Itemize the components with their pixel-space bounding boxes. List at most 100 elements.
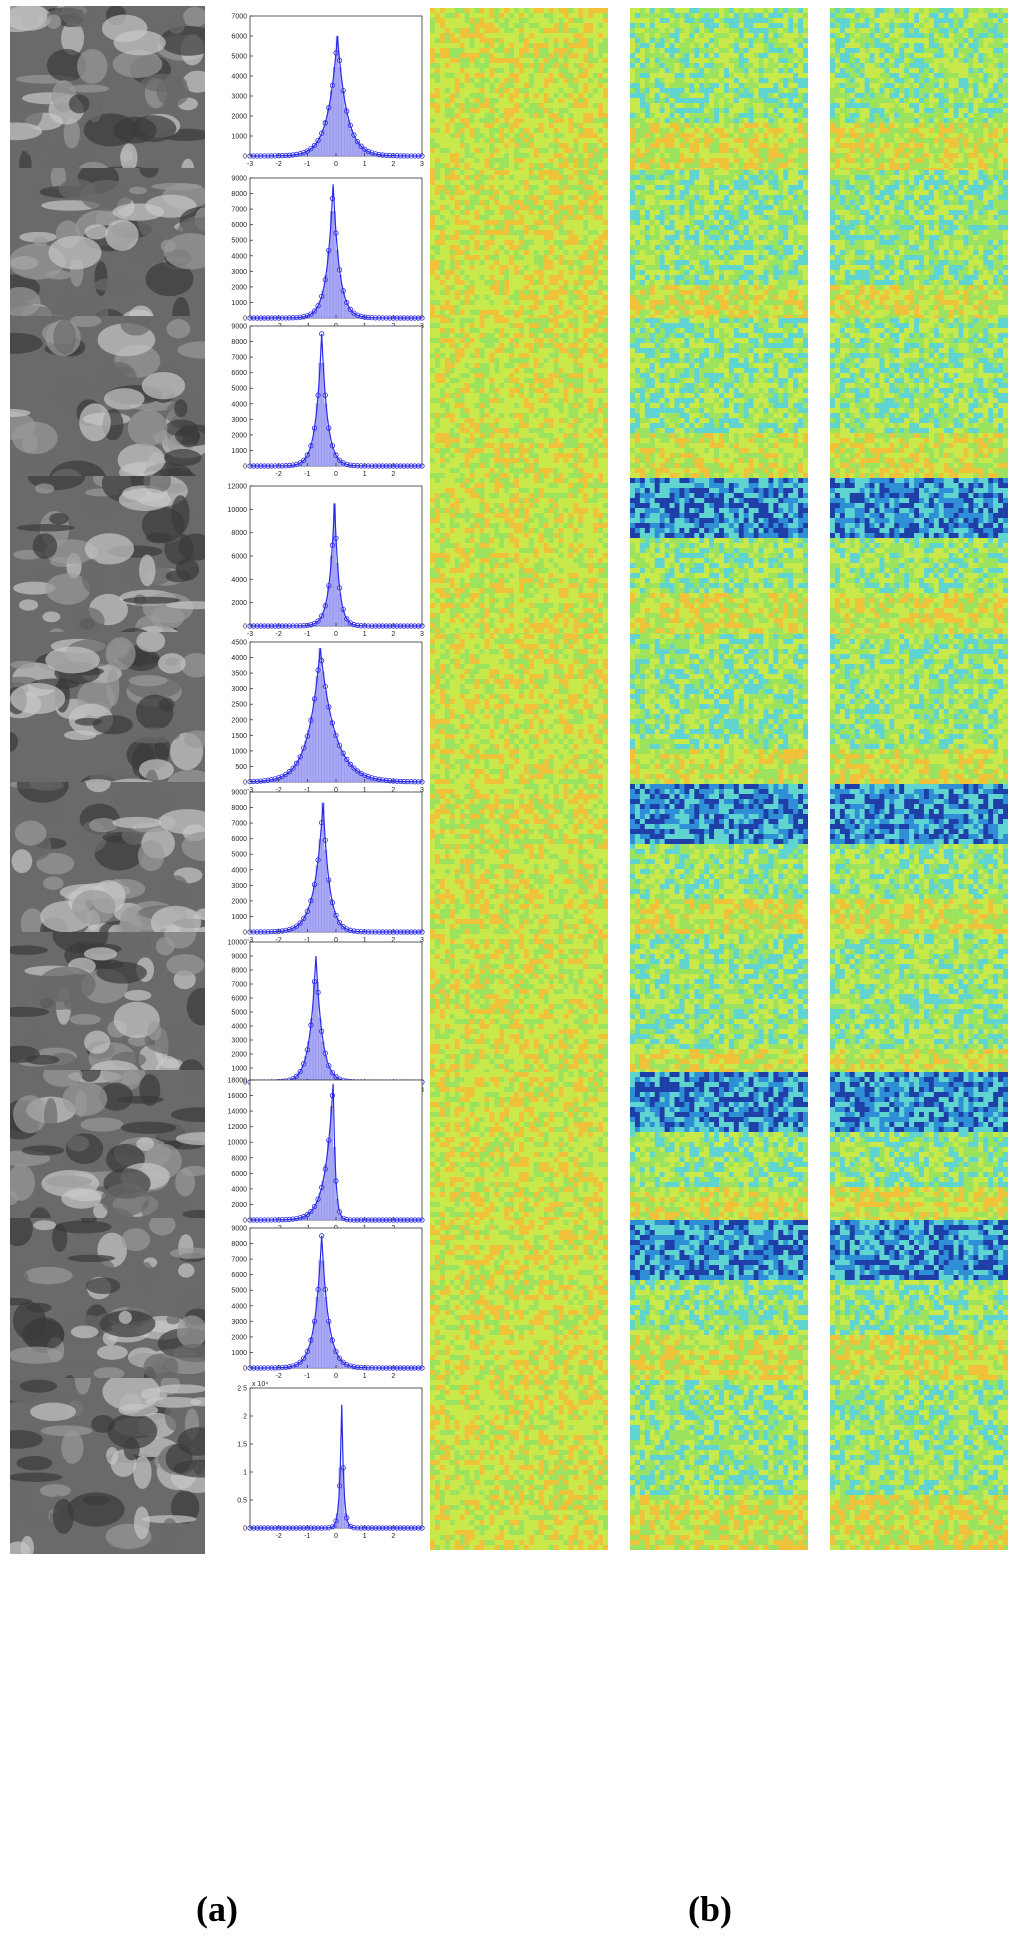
curve-marker (387, 1217, 393, 1223)
figure-row: -2 -1 0 1 2 0 0.5 1 1.5 2 2.5 x 10⁴ (0, 1374, 1024, 1558)
y-tick-label: 4000 (231, 577, 247, 584)
curve-marker (322, 837, 328, 843)
curve-marker (419, 463, 425, 469)
y-tick-label: 5000 (231, 386, 247, 393)
curve-marker (376, 463, 382, 469)
y-tick-label: 1500 (231, 733, 247, 740)
curve-marker (268, 777, 275, 783)
curve-marker (379, 1525, 386, 1531)
curve-marker (279, 463, 285, 469)
curve-marker (279, 623, 285, 629)
curve-marker (340, 288, 346, 294)
curve-marker (412, 1525, 418, 1531)
y-tick-label: 0 (243, 1218, 247, 1225)
curve-marker (379, 777, 386, 783)
y-tick-label: 5000 (231, 1010, 247, 1017)
x-tick-label: 0 (334, 1533, 338, 1540)
y-tick-label: 12000 (228, 484, 248, 491)
curve-marker (383, 1525, 389, 1531)
y-tick-label: 14000 (228, 1109, 248, 1116)
curve-marker (293, 1073, 300, 1079)
y-tick-label: 9000 (231, 1226, 247, 1233)
curve-marker (347, 462, 353, 468)
curve-marker (397, 778, 404, 784)
y-tick-label: 4000 (231, 655, 247, 662)
curve-marker (258, 623, 264, 629)
curve-marker (301, 1061, 307, 1067)
x-tick-label: 3 (420, 161, 424, 168)
curve-marker (397, 623, 404, 629)
curve-marker (286, 152, 293, 158)
x-tick-label: 0 (334, 161, 338, 168)
y-tick-label: 0 (243, 154, 247, 161)
y-tick-label: 8000 (231, 1155, 247, 1162)
x-tick-label: 2 (391, 631, 395, 638)
grayscale-scene-image (10, 316, 205, 492)
x-tick-label: 1 (363, 1373, 367, 1380)
y-tick-label: 1000 (231, 448, 247, 455)
y-tick-label: 7000 (231, 207, 247, 214)
y-tick-label: 6000 (231, 34, 247, 41)
y-tick-label: 7000 (231, 1257, 247, 1264)
curve-marker (379, 315, 386, 321)
histogram-bar (341, 90, 345, 157)
curve-marker (405, 1217, 411, 1223)
curve-marker (369, 315, 375, 321)
curve-marker (358, 1217, 364, 1223)
curve-marker (283, 771, 289, 777)
curve-marker (283, 152, 289, 159)
curve-marker (261, 1217, 267, 1223)
curve-marker (297, 920, 303, 926)
curve-marker (333, 1178, 339, 1184)
curve-marker (311, 1318, 318, 1324)
curve-marker (272, 1525, 278, 1531)
curve-marker (279, 1217, 285, 1223)
curve-marker (333, 230, 339, 236)
curve-marker (286, 462, 293, 469)
curve-marker (286, 1216, 293, 1223)
curve-marker (397, 153, 404, 159)
color-map-image (430, 170, 608, 340)
x-tick-label: 3 (420, 937, 424, 944)
curve-marker (376, 623, 382, 629)
color-map-image (430, 634, 608, 804)
y-tick-label: 9000 (231, 324, 247, 331)
y-tick-label: 500 (235, 764, 247, 771)
figure-row: -2 -1 0 1 2 0 1000 2000 3000 4000 5000 6000 7000 8000… (0, 1214, 1024, 1398)
curve-marker (369, 1525, 375, 1531)
x-tick-label: -3 (247, 631, 253, 638)
y-tick-label: 16000 (228, 1093, 248, 1100)
curve-marker (344, 108, 350, 114)
curve-marker (336, 742, 343, 749)
curve-marker (387, 152, 393, 159)
curve-marker (387, 1365, 393, 1371)
curve-marker (405, 1525, 411, 1531)
curve-marker (258, 1217, 264, 1223)
curve-marker (358, 313, 364, 320)
y-tick-label: 0 (243, 624, 247, 631)
curve-marker (412, 929, 418, 935)
curve-marker (261, 315, 267, 321)
curve-marker (415, 1365, 422, 1371)
curve-marker (272, 928, 278, 935)
curve-marker (419, 1217, 425, 1223)
y-tick-label: 8000 (231, 339, 247, 346)
curve-marker (315, 989, 321, 996)
curve-marker (372, 776, 379, 782)
curve-marker (290, 623, 296, 629)
plot-frame (249, 791, 423, 933)
curve-marker (394, 778, 400, 784)
curve-marker (329, 720, 336, 726)
curve-marker (347, 927, 353, 933)
x-tick-label: -2 (276, 161, 282, 168)
color-map-image (430, 784, 608, 954)
x-tick-label: 0 (334, 787, 338, 794)
curve-marker (304, 733, 310, 739)
y-tick-label: 7000 (231, 982, 247, 989)
curve-marker (415, 315, 422, 321)
y-tick-label: 4500 (231, 640, 247, 647)
color-map-image (830, 1380, 1008, 1550)
curve-marker (405, 153, 411, 159)
curve-marker (347, 122, 353, 128)
y-tick-label: 4000 (231, 1024, 247, 1031)
